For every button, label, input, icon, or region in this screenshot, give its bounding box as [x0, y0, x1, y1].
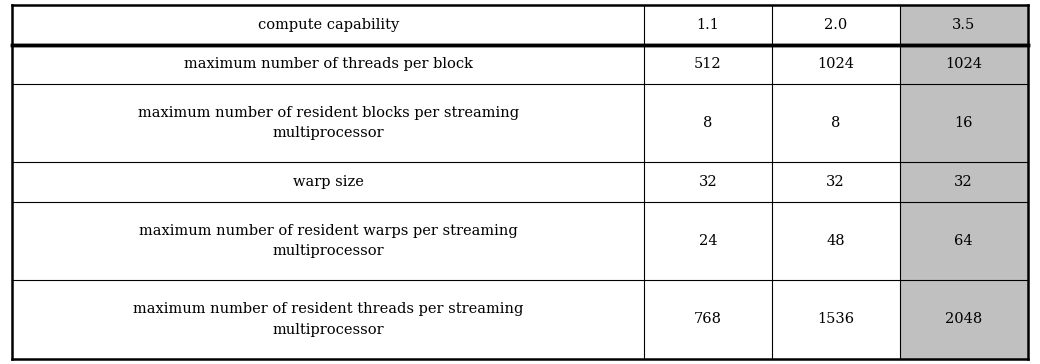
Bar [644, 45, 772, 84]
Bar [644, 162, 772, 202]
Text: 1024: 1024 [817, 57, 854, 71]
Text: 64: 64 [955, 234, 972, 248]
Text: 3.5: 3.5 [952, 18, 976, 32]
Text: 32: 32 [955, 175, 972, 189]
Text: maximum number of resident threads per streaming
multiprocessor: maximum number of resident threads per s… [133, 302, 523, 337]
Text: 32: 32 [827, 175, 844, 189]
Bar [900, 162, 1028, 202]
Bar [900, 45, 1028, 84]
Text: maximum number of threads per block: maximum number of threads per block [184, 57, 472, 71]
Bar [12, 5, 644, 45]
Bar [12, 45, 644, 84]
Text: 8: 8 [831, 116, 840, 130]
Text: 2.0: 2.0 [824, 18, 848, 32]
Bar [772, 5, 900, 45]
Text: 512: 512 [694, 57, 722, 71]
Text: 24: 24 [699, 234, 717, 248]
Bar [900, 5, 1028, 45]
Bar [772, 84, 900, 162]
Text: warp size: warp size [292, 175, 364, 189]
Text: 48: 48 [827, 234, 844, 248]
Text: 1024: 1024 [945, 57, 982, 71]
Bar [644, 280, 772, 359]
Bar [12, 84, 644, 162]
Text: 1.1: 1.1 [697, 18, 720, 32]
Text: maximum number of resident blocks per streaming
multiprocessor: maximum number of resident blocks per st… [137, 106, 519, 141]
Text: 8: 8 [703, 116, 712, 130]
Text: compute capability: compute capability [258, 18, 398, 32]
Text: 16: 16 [955, 116, 972, 130]
Text: 2048: 2048 [945, 312, 982, 326]
Text: maximum number of resident warps per streaming
multiprocessor: maximum number of resident warps per str… [138, 223, 518, 258]
Text: 32: 32 [699, 175, 718, 189]
Bar [12, 280, 644, 359]
Bar [772, 280, 900, 359]
Bar [772, 45, 900, 84]
Bar [900, 280, 1028, 359]
Text: 1536: 1536 [817, 312, 854, 326]
Bar [900, 202, 1028, 280]
Bar [12, 202, 644, 280]
Bar [900, 84, 1028, 162]
Bar [644, 84, 772, 162]
Text: 768: 768 [694, 312, 722, 326]
Bar [12, 162, 644, 202]
Bar [644, 5, 772, 45]
Bar [772, 162, 900, 202]
Bar [644, 202, 772, 280]
Bar [772, 202, 900, 280]
